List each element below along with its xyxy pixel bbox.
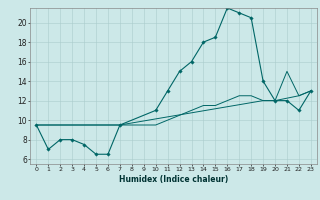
X-axis label: Humidex (Indice chaleur): Humidex (Indice chaleur) <box>119 175 228 184</box>
